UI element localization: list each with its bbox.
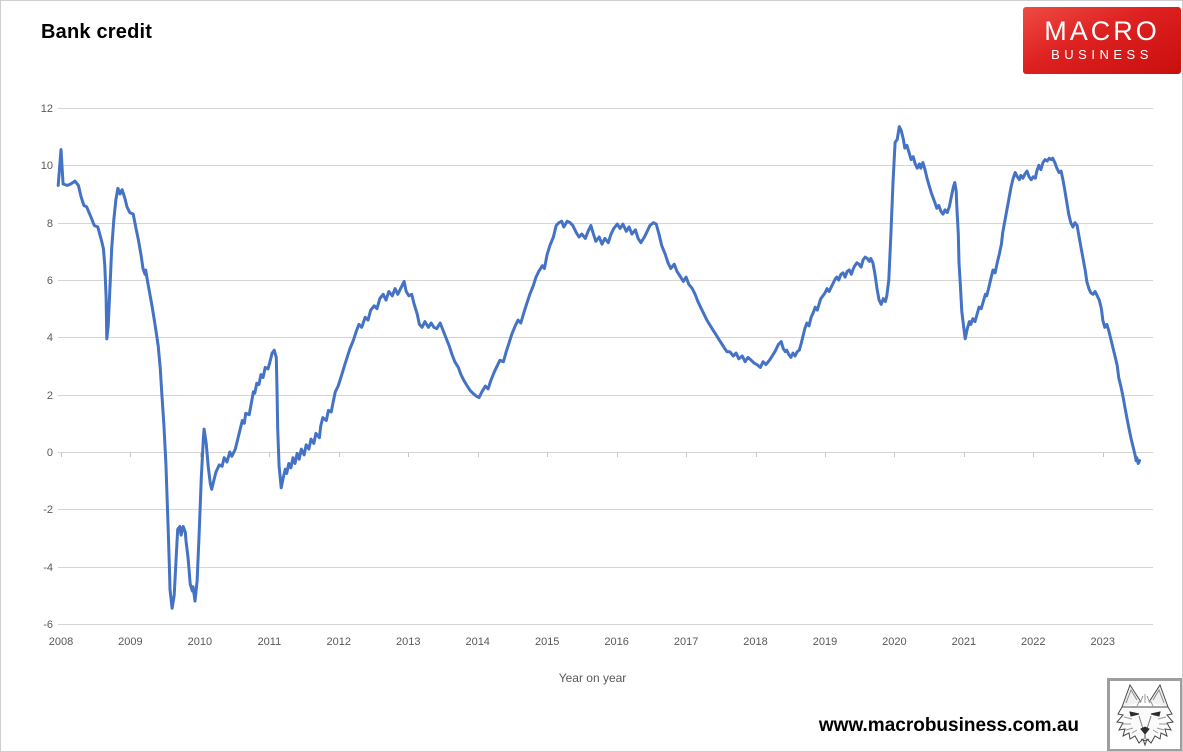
y-tick-label: 0 [47,447,53,459]
logo-text-macro: MACRO [1044,16,1160,46]
x-axis-title: Year on year [558,671,627,685]
x-tick-label: 2021 [952,636,976,648]
logo-text-business: BUSINESS [1051,47,1153,62]
x-tick-label: 2012 [327,636,351,648]
y-tick-label: 10 [41,160,53,172]
x-tick-label: 2022 [1021,636,1045,648]
fox-logo-frame [1107,678,1182,751]
y-tick-label: -2 [43,504,53,516]
x-tick-label: 2016 [604,636,628,648]
credit-line-series [56,125,1142,610]
y-tick-label: 6 [47,275,53,287]
x-tick-label: 2019 [813,636,837,648]
y-tick-label: 2 [47,390,53,402]
y-tick-label: 12 [41,103,53,115]
x-tick-label: 2015 [535,636,559,648]
x-tick-label: 2023 [1091,636,1115,648]
footer-url: www.macrobusiness.com.au [818,715,1079,736]
x-tick-label: 2013 [396,636,420,648]
x-tick-label: 2017 [674,636,698,648]
y-tick-label: -6 [43,619,53,631]
x-tick-label: 2018 [743,636,767,648]
y-tick-label: -4 [43,562,53,574]
x-tick-label: 2014 [465,636,489,648]
macrobusiness-logo: MACRO BUSINESS [1023,7,1181,74]
page-title: Bank credit [41,21,153,43]
y-tick-label: 4 [47,332,53,344]
fox-logo-image [1116,683,1174,747]
x-tick-label: 2020 [882,636,906,648]
x-tick-label: 2009 [118,636,142,648]
x-tick-label: 2011 [258,636,282,648]
x-tick-label: 2010 [188,636,212,648]
x-tick-label: 2008 [49,636,73,648]
y-tick-label: 8 [47,218,53,230]
